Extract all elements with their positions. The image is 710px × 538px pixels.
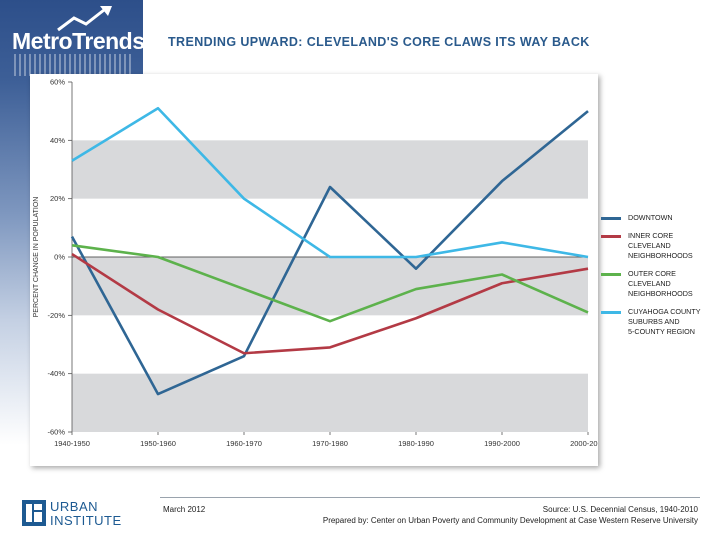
page-title: TRENDING UPWARD: CLEVELAND'S CORE CLAWS … bbox=[168, 35, 590, 49]
legend-label-0: DOWNTOWN bbox=[628, 213, 673, 222]
footer-source: Source: U.S. Decennial Census, 1940-2010 bbox=[542, 505, 698, 514]
y-tick-label-2: 20% bbox=[50, 194, 65, 203]
x-tick-label-1: 1950-1960 bbox=[140, 439, 176, 448]
legend-item-3: CUYAHOGA COUNTY SUBURBS AND 5-COUNTY REG… bbox=[601, 307, 706, 337]
org-line-2: INSTITUTE bbox=[50, 513, 122, 528]
org-line-1: URBAN bbox=[50, 499, 99, 514]
legend-label-1: INNER CORE CLEVELAND NEIGHBORHOODS bbox=[628, 231, 693, 260]
y-tick-label-3: 0% bbox=[54, 253, 65, 262]
trend-arrow-icon bbox=[57, 6, 112, 32]
legend-swatch-2 bbox=[601, 273, 621, 276]
chart-panel: 60% 40% 20% 0% -20% -40% -60% PERCENT CHANGE IN… bbox=[30, 74, 598, 466]
urban-institute-logo-icon bbox=[22, 500, 46, 526]
x-tick-label-5: 1990-2000 bbox=[484, 439, 520, 448]
y-tick-label-4: -20% bbox=[47, 311, 65, 320]
chart-legend: DOWNTOWN INNER CORE CLEVELAND NEIGHBORHOO… bbox=[601, 213, 706, 345]
legend-item-0: DOWNTOWN bbox=[601, 213, 706, 223]
grid-band-1 bbox=[72, 257, 588, 316]
x-tick-label-4: 1980-1990 bbox=[398, 439, 434, 448]
legend-item-2: OUTER CORE CLEVELAND NEIGHBORHOODS bbox=[601, 269, 706, 299]
legend-swatch-1 bbox=[601, 235, 621, 238]
y-tick-label-1: 40% bbox=[50, 136, 65, 145]
x-tick-label-0: 1940-1950 bbox=[54, 439, 90, 448]
x-tick-label-3: 1970-1980 bbox=[312, 439, 348, 448]
logo-bars-decoration bbox=[14, 54, 134, 76]
legend-label-2: OUTER CORE CLEVELAND NEIGHBORHOODS bbox=[628, 269, 693, 298]
footer-prepared-by: Prepared by: Center on Urban Poverty and… bbox=[322, 516, 698, 525]
grid-band-2 bbox=[72, 373, 588, 432]
legend-item-1: INNER CORE CLEVELAND NEIGHBORHOODS bbox=[601, 231, 706, 261]
y-axis-label: PERCENT CHANGE IN POPULATION bbox=[33, 197, 40, 318]
x-tick-label-6: 2000-2010 bbox=[570, 439, 598, 448]
metrotrends-logo: MetroTrends bbox=[0, 0, 145, 84]
urban-institute-wordmark: URBAN INSTITUTE bbox=[50, 500, 122, 528]
x-tick-label-2: 1960-1970 bbox=[226, 439, 262, 448]
grid-band-0 bbox=[72, 140, 588, 199]
footer-date: March 2012 bbox=[163, 505, 206, 514]
legend-swatch-3 bbox=[601, 311, 621, 314]
legend-swatch-0 bbox=[601, 217, 621, 220]
footer-divider bbox=[160, 497, 700, 498]
y-tick-label-5: -40% bbox=[47, 369, 65, 378]
legend-label-3: CUYAHOGA COUNTY SUBURBS AND 5-COUNTY REG… bbox=[628, 307, 701, 336]
logo-wordmark: MetroTrends bbox=[12, 28, 145, 54]
y-tick-label-6: -60% bbox=[47, 428, 65, 437]
y-tick-label-0: 60% bbox=[50, 78, 65, 87]
line-chart: 60% 40% 20% 0% -20% -40% -60% PERCENT CHANGE IN… bbox=[33, 78, 598, 449]
